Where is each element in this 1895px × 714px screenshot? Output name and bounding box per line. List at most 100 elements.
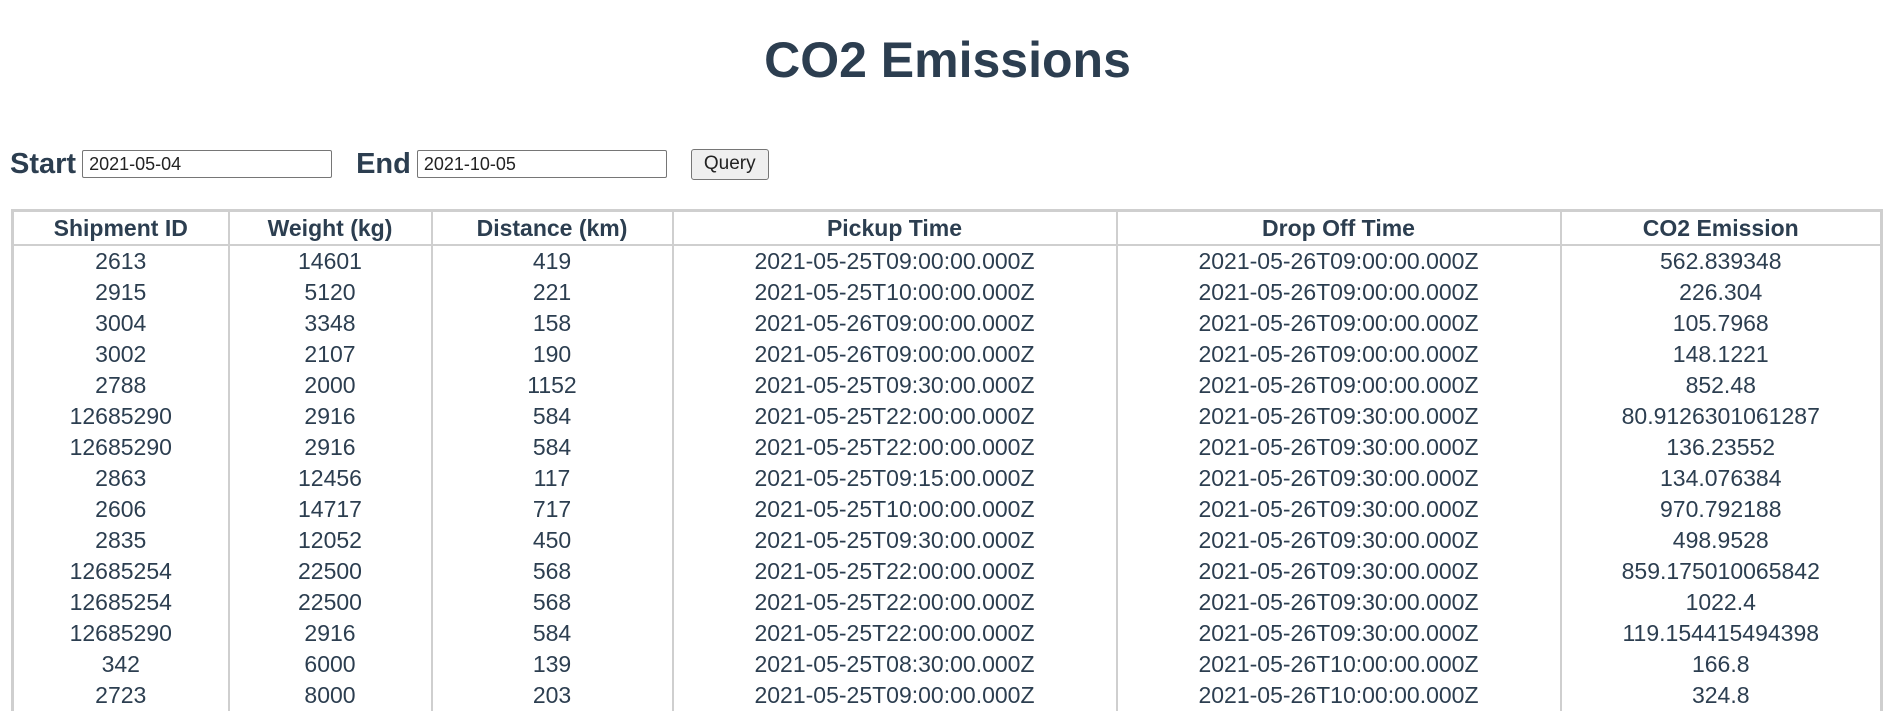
- cell-shipment-id: 342: [12, 649, 230, 680]
- cell-weight: 14717: [228, 494, 433, 525]
- cell-shipment-id: 12685254: [12, 587, 230, 618]
- cell-co2-emission: 119.154415494398: [1622, 620, 1820, 646]
- cell-weight: 14601: [228, 245, 433, 277]
- cell-weight: 6000: [228, 649, 433, 680]
- cell-shipment-id: 3004: [12, 308, 230, 339]
- cell-drop-off-time: 2021-05-26T09:00:00.000Z: [1116, 370, 1562, 401]
- table-row: 2613 14601 419 2021-05-25T09:00:00.000Z 2021…: [12, 245, 1882, 277]
- cell-weight: 2916: [228, 432, 433, 463]
- query-button[interactable]: Query: [690, 148, 769, 180]
- cell-drop-off-time: 2021-05-26T10:00:00.000Z: [1116, 649, 1562, 680]
- table-row: 3004 3348 158 2021-05-26T09:00:00.000Z 2021-…: [12, 308, 1882, 339]
- emissions-table-container: Shipment ID Weight (kg) Distance (km) Pi…: [11, 209, 1883, 711]
- table-row: 12685290 2916 584 2021-05-25T22:00:00.000Z 2…: [12, 401, 1882, 432]
- cell-shipment-id: 2863: [12, 463, 230, 494]
- header-distance: Distance (km): [431, 210, 674, 246]
- cell-distance: 584: [431, 432, 674, 463]
- table-header-row: Shipment ID Weight (kg) Distance (km) Pi…: [12, 210, 1882, 246]
- start-label: Start: [10, 147, 77, 180]
- cell-weight: 2107: [228, 339, 433, 370]
- cell-shipment-id: 12685290: [12, 432, 230, 463]
- cell-pickup-time: 2021-05-25T09:00:00.000Z: [672, 245, 1118, 277]
- end-date-input[interactable]: [416, 150, 667, 178]
- cell-shipment-id: 2915: [12, 277, 230, 308]
- table-row: 2915 5120 221 2021-05-25T10:00:00.000Z 2021-…: [12, 277, 1882, 308]
- table-row: 12685254 22500 568 2021-05-25T22:00:00.000Z…: [12, 587, 1882, 618]
- cell-weight: 2916: [228, 401, 433, 432]
- cell-pickup-time: 2021-05-25T09:00:00.000Z: [672, 680, 1118, 711]
- cell-distance: 139: [431, 649, 674, 680]
- cell-drop-off-time: 2021-05-26T09:30:00.000Z: [1116, 432, 1562, 463]
- query-bar: Start End Query: [10, 147, 769, 181]
- emissions-table: Shipment ID Weight (kg) Distance (km) Pi…: [11, 209, 1883, 711]
- page-title: CO2 Emissions: [764, 32, 1131, 88]
- header-co2-emission: CO2 Emission: [1560, 210, 1882, 246]
- table-row: 2723 8000 203 2021-05-25T09:00:00.000Z 2021-…: [12, 680, 1882, 711]
- cell-weight: 12052: [228, 525, 433, 556]
- cell-drop-off-time: 2021-05-26T09:30:00.000Z: [1116, 494, 1562, 525]
- cell-shipment-id: 2723: [12, 680, 230, 711]
- cell-pickup-time: 2021-05-25T10:00:00.000Z: [672, 277, 1118, 308]
- table-row: 342 6000 139 2021-05-25T08:30:00.000Z 2021-0…: [12, 649, 1882, 680]
- cell-drop-off-time: 2021-05-26T09:30:00.000Z: [1116, 525, 1562, 556]
- cell-co2-emission: 105.7968: [1672, 310, 1769, 336]
- table-row: 12685290 2916 584 2021-05-25T22:00:00.000Z 2…: [12, 618, 1882, 649]
- cell-shipment-id: 12685290: [12, 401, 230, 432]
- cell-drop-off-time: 2021-05-26T09:00:00.000Z: [1116, 339, 1562, 370]
- table-row: 2863 12456 117 2021-05-25T09:15:00.000Z 2021…: [12, 463, 1882, 494]
- cell-pickup-time: 2021-05-25T08:30:00.000Z: [672, 649, 1118, 680]
- cell-shipment-id: 3002: [12, 339, 230, 370]
- cell-distance: 568: [431, 587, 674, 618]
- cell-co2-emission: 324.8: [1691, 682, 1750, 708]
- cell-shipment-id: 12685290: [12, 618, 230, 649]
- cell-co2-emission: 136.23552: [1666, 434, 1776, 460]
- cell-pickup-time: 2021-05-26T09:00:00.000Z: [672, 308, 1118, 339]
- start-date-input[interactable]: [82, 150, 333, 178]
- table-row: 2788 2000 1152 2021-05-25T09:30:00.000Z 2021…: [12, 370, 1882, 401]
- cell-co2-emission: 80.9126301061287: [1621, 403, 1820, 429]
- header-drop-off-time: Drop Off Time: [1116, 210, 1562, 246]
- cell-weight: 8000: [228, 680, 433, 711]
- cell-distance: 158: [431, 308, 674, 339]
- cell-drop-off-time: 2021-05-26T09:00:00.000Z: [1116, 245, 1562, 277]
- cell-weight: 2916: [228, 618, 433, 649]
- cell-co2-emission: 970.792188: [1659, 496, 1782, 522]
- cell-pickup-time: 2021-05-26T09:00:00.000Z: [672, 339, 1118, 370]
- cell-co2-emission: 1022.4: [1685, 589, 1756, 615]
- cell-distance: 190: [431, 339, 674, 370]
- cell-distance: 450: [431, 525, 674, 556]
- cell-drop-off-time: 2021-05-26T09:30:00.000Z: [1116, 587, 1562, 618]
- cell-pickup-time: 2021-05-25T10:00:00.000Z: [672, 494, 1118, 525]
- cell-shipment-id: 2788: [12, 370, 230, 401]
- table-row: 3002 2107 190 2021-05-26T09:00:00.000Z 2021-…: [12, 339, 1882, 370]
- cell-drop-off-time: 2021-05-26T09:00:00.000Z: [1116, 277, 1562, 308]
- cell-co2-emission: 562.839348: [1659, 248, 1782, 274]
- cell-shipment-id: 2835: [12, 525, 230, 556]
- cell-pickup-time: 2021-05-25T22:00:00.000Z: [672, 556, 1118, 587]
- cell-distance: 717: [431, 494, 674, 525]
- cell-shipment-id: 12685254: [12, 556, 230, 587]
- cell-pickup-time: 2021-05-25T22:00:00.000Z: [672, 618, 1118, 649]
- table-row: 2835 12052 450 2021-05-25T09:30:00.000Z 2021…: [12, 525, 1882, 556]
- cell-co2-emission: 498.9528: [1672, 527, 1769, 553]
- cell-shipment-id: 2613: [12, 245, 230, 277]
- cell-drop-off-time: 2021-05-26T09:30:00.000Z: [1116, 401, 1562, 432]
- cell-co2-emission: 134.076384: [1659, 465, 1782, 491]
- cell-distance: 221: [431, 277, 674, 308]
- cell-weight: 2000: [228, 370, 433, 401]
- cell-pickup-time: 2021-05-25T09:30:00.000Z: [672, 525, 1118, 556]
- header-weight: Weight (kg): [228, 210, 433, 246]
- cell-distance: 1152: [431, 370, 674, 401]
- cell-distance: 584: [431, 401, 674, 432]
- cell-weight: 12456: [228, 463, 433, 494]
- cell-co2-emission: 852.48: [1685, 372, 1756, 398]
- cell-pickup-time: 2021-05-25T22:00:00.000Z: [672, 587, 1118, 618]
- cell-drop-off-time: 2021-05-26T10:00:00.000Z: [1116, 680, 1562, 711]
- cell-pickup-time: 2021-05-25T09:30:00.000Z: [672, 370, 1118, 401]
- table-body: 2613 14601 419 2021-05-25T09:00:00.000Z 2021…: [12, 245, 1882, 711]
- cell-co2-emission: 166.8: [1691, 651, 1750, 677]
- header-shipment-id: Shipment ID: [12, 210, 230, 246]
- cell-weight: 3348: [228, 308, 433, 339]
- cell-drop-off-time: 2021-05-26T09:30:00.000Z: [1116, 463, 1562, 494]
- cell-drop-off-time: 2021-05-26T09:30:00.000Z: [1116, 618, 1562, 649]
